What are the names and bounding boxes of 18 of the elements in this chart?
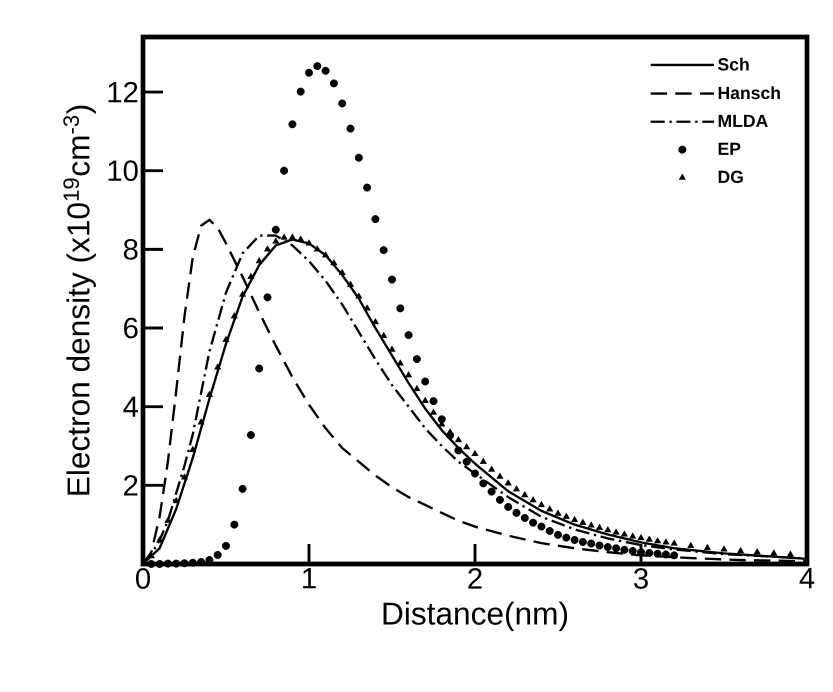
y-tick-label: 10 (108, 160, 138, 182)
x-tick-label: 0 (136, 568, 150, 589)
y-tick-label: 4 (123, 396, 138, 417)
legend-label: Hansch (718, 86, 780, 100)
x-axis-title: Distance(nm) (384, 602, 568, 632)
y-tick-label: 8 (124, 238, 138, 260)
legend-label: Sch (718, 58, 749, 71)
y-tick-label: 2 (124, 475, 138, 496)
legend-label: MLDA (718, 114, 768, 127)
legend-label: DG (718, 170, 743, 184)
legend-label: EP (718, 142, 740, 155)
x-tick-label: 2 (468, 568, 482, 589)
y-axis-title: Electron density (x10$^{19}$cm$^{-3}$) (63, 106, 96, 495)
x-tick-label: 4 (800, 568, 814, 588)
y-tick-label: 6 (124, 318, 138, 338)
y-tick-label: 12 (108, 82, 138, 102)
x-tick-label: 1 (303, 568, 316, 588)
x-tick-label: 3 (634, 568, 648, 589)
